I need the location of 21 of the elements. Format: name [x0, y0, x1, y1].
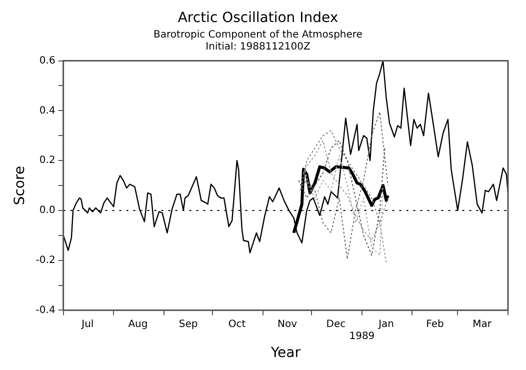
x-tick-label: Mar — [472, 318, 492, 330]
text: 1989 — [349, 330, 375, 342]
x-tick-label: Aug — [128, 318, 148, 330]
x-tick-label: Sep — [178, 318, 198, 330]
chart-subtitle: Barotropic Component of the Atmosphere — [154, 29, 362, 40]
x-axis-title: Year — [270, 345, 301, 362]
chart-title: Arctic Oscillation Index — [178, 10, 338, 26]
text: Initial: 1988112100Z — [206, 41, 310, 52]
y-tick-label: -0.4 — [36, 304, 56, 316]
y-tick-label: 0.6 — [39, 55, 56, 66]
y-axis-title: Score — [12, 166, 28, 206]
x-tick-label: Feb — [426, 318, 444, 330]
y-tick-label: -0.2 — [36, 254, 56, 266]
y-tick-label: 0.0 — [39, 205, 56, 216]
x-tick-label: Jul — [80, 318, 94, 330]
y-tick-label: 0.4 — [39, 105, 56, 116]
y-tick-label: 0.2 — [39, 155, 56, 166]
x-tick-label: Oct — [228, 318, 246, 330]
x-tick-label: Jan — [378, 318, 394, 330]
x-tick-label: Dec — [326, 318, 346, 330]
x-tick-label: Nov — [278, 318, 298, 330]
